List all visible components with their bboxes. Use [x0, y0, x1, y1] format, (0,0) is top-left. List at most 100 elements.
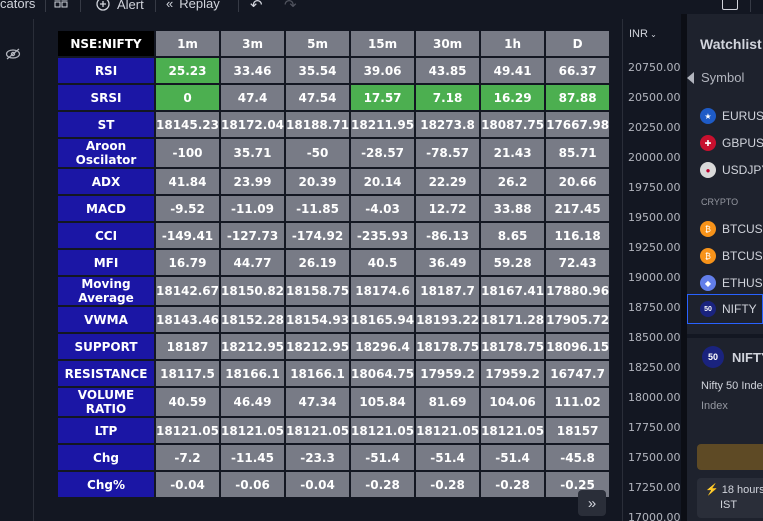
watchlist-item[interactable]: ● USDJPY [700, 162, 763, 178]
replay-button[interactable]: « Replay [166, 0, 220, 11]
currency-selector[interactable]: INR ⌄ [629, 28, 657, 40]
timeframe-header: D [546, 31, 612, 58]
indicator-value-cell: -23.3 [286, 445, 352, 472]
indicator-value-cell: 18212.95 [221, 334, 287, 361]
indicators-label: cators [0, 0, 36, 11]
indicator-value-cell: 18178.75 [481, 334, 547, 361]
indicator-value-cell: -11.09 [221, 196, 287, 223]
indicator-value-cell: 26.2 [481, 169, 547, 196]
symbol-header: NSE:NIFTY [58, 31, 156, 58]
indicator-value-cell: 18296.4 [351, 334, 417, 361]
table-row: Aroon Oscilator -100 35.71 -50 -28.57 -78.57 2… [58, 139, 612, 169]
watchlist-symbol: ETHUSD [722, 276, 763, 290]
table-row: ADX 41.84 23.99 20.39 20.14 22.29 26.2 20.66 [58, 169, 612, 196]
price-tick-label: 18750.00 [628, 301, 681, 314]
watchlist-title[interactable]: Watchlist ⌄ [700, 36, 763, 52]
table-row: SUPPORT 18187 18212.95 18212.95 18296.4 18178… [58, 334, 612, 361]
table-row: ST 18145.23 18172.04 18188.71 18211.95 18273.… [58, 112, 612, 139]
panel-divider[interactable] [681, 14, 687, 521]
indicator-value-cell: 49.41 [481, 58, 547, 85]
indicator-value-cell: -9.52 [156, 196, 222, 223]
indicator-value-cell: 18121.05 [156, 418, 222, 445]
price-tick-label: 20500.00 [628, 91, 681, 104]
grid-icon [54, 0, 68, 8]
watchlist-symbol: BTCUSD [722, 249, 763, 263]
timeframe-header: 30m [416, 31, 482, 58]
indicator-value-cell: 46.49 [221, 388, 287, 418]
indicator-value-cell: 39.06 [351, 58, 417, 85]
table-row: SRSI 0 47.4 47.54 17.57 7.18 16.29 87.88 [58, 85, 612, 112]
indicator-value-cell: 17.57 [351, 85, 417, 112]
watchlist-symbol: NIFTY [722, 302, 757, 316]
watchlist-item[interactable]: ₿ BTCUSD [700, 248, 763, 264]
indicator-value-cell: 18167.41 [481, 277, 547, 307]
indicator-value-cell: -28.57 [351, 139, 417, 169]
symbol-column-header[interactable]: Symbol [701, 70, 745, 85]
redo-button[interactable]: ↷ [284, 0, 297, 14]
indicator-value-cell: 18193.22 [416, 307, 482, 334]
watchlist-symbol: BTCUSD [722, 222, 763, 236]
collapse-marker-icon [687, 72, 694, 84]
table-row: RESISTANCE 18117.5 18166.1 18166.1 18064.75 1… [58, 361, 612, 388]
details-action-bar[interactable] [697, 444, 763, 470]
alert-label: Alert [117, 0, 144, 12]
alert-button[interactable]: Alert [95, 0, 144, 12]
watchlist-item[interactable]: ₿ BTCUSD [700, 221, 763, 237]
layouts-button[interactable] [54, 0, 68, 8]
indicator-value-cell: 17905.72 [546, 307, 612, 334]
table-row: LTP 18121.05 18121.05 18121.05 18121.05 18121… [58, 418, 612, 445]
timeframe-header: 5m [286, 31, 352, 58]
fullscreen-button[interactable] [722, 0, 738, 10]
indicator-value-cell: -0.28 [351, 472, 417, 499]
indicator-value-cell: -11.45 [221, 445, 287, 472]
indicator-value-cell: 25.23 [156, 58, 222, 85]
indicator-value-cell: 36.49 [416, 250, 482, 277]
indicator-value-cell: 18121.05 [286, 418, 352, 445]
indicators-button[interactable]: cators [0, 0, 35, 11]
scroll-to-realtime-button[interactable]: » [578, 490, 606, 516]
indicator-value-cell: 18171.28 [481, 307, 547, 334]
price-scale[interactable]: INR ⌄ 20750.00 20500.00 20250.00 20000.00 19… [622, 19, 681, 521]
indicator-value-cell: 18165.94 [351, 307, 417, 334]
details-symbol: NIFTY [732, 349, 763, 365]
indicator-value-cell: -78.57 [416, 139, 482, 169]
table-row: RSI 25.23 33.46 35.54 39.06 43.85 49.41 66.37 [58, 58, 612, 85]
table-row: VWMA 18143.46 18152.28 18154.93 18165.94 1819… [58, 307, 612, 334]
watchlist-item[interactable]: ✚ GBPUSD [700, 135, 763, 151]
indicator-label: Aroon Oscilator [58, 139, 156, 169]
indicator-value-cell: 59.28 [481, 250, 547, 277]
price-tick-label: 19750.00 [628, 181, 681, 194]
crypto-section-label: CRYPTO [701, 197, 739, 207]
indicator-value-cell: 18166.1 [286, 361, 352, 388]
toolbar-divider [238, 0, 239, 12]
indicator-label: SUPPORT [58, 334, 156, 361]
indicator-value-cell: 116.18 [546, 223, 612, 250]
indicator-label: CCI [58, 223, 156, 250]
rewind-icon: « [166, 0, 174, 11]
indicator-value-cell: 18121.05 [481, 418, 547, 445]
watchlist-item-selected[interactable]: 50 NIFTY [687, 294, 763, 324]
eye-off-icon[interactable] [5, 48, 21, 60]
indicator-value-cell: 7.18 [416, 85, 482, 112]
indicator-value-cell: -51.4 [481, 445, 547, 472]
watchlist-item[interactable]: ★ EURUSD [700, 108, 763, 124]
indicator-value-cell: -100 [156, 139, 222, 169]
undo-button[interactable]: ↶ [250, 0, 263, 14]
indicator-value-cell: 81.69 [416, 388, 482, 418]
indicator-label: RSI [58, 58, 156, 85]
details-header: 50 NIFTY [702, 346, 763, 368]
price-tick-label: 19000.00 [628, 271, 681, 284]
price-tick-label: 17500.00 [628, 451, 681, 464]
watchlist-item[interactable]: ◆ ETHUSD [700, 275, 763, 291]
details-type: Index [701, 400, 728, 412]
indicator-label: Chg [58, 445, 156, 472]
indicator-value-cell: 18188.71 [286, 112, 352, 139]
price-tick-label: 17250.00 [628, 481, 681, 494]
indicator-value-cell: -51.4 [416, 445, 482, 472]
indicator-value-cell: 87.88 [546, 85, 612, 112]
watchlist-symbol: GBPUSD [722, 136, 763, 150]
timeframe-header: 1m [156, 31, 222, 58]
indicator-value-cell: 16747.7 [546, 361, 612, 388]
indicator-value-cell: 18174.6 [351, 277, 417, 307]
